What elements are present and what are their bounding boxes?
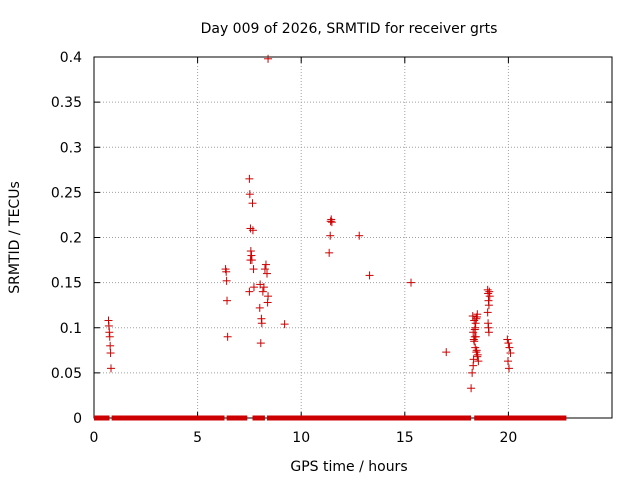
data-point — [365, 271, 374, 280]
data-points — [104, 54, 515, 393]
data-point — [483, 308, 492, 317]
x-tick-label: 10 — [292, 430, 310, 446]
data-point — [472, 346, 481, 355]
y-tick-label: 0.4 — [60, 50, 82, 66]
data-point — [249, 265, 258, 274]
x-tick-label: 20 — [499, 430, 517, 446]
grid-lines — [94, 57, 612, 418]
data-point — [503, 357, 512, 366]
data-point — [326, 217, 335, 226]
data-point — [106, 364, 115, 373]
data-point — [468, 312, 477, 321]
y-tick-label: 0 — [73, 411, 82, 427]
data-point — [471, 332, 480, 341]
y-tick-label: 0.1 — [60, 321, 82, 337]
data-point — [473, 352, 482, 361]
data-point — [442, 348, 451, 357]
data-point — [263, 269, 272, 278]
data-point — [245, 174, 254, 183]
data-point — [504, 339, 513, 348]
y-tick-label: 0.3 — [60, 140, 82, 156]
data-point — [261, 260, 270, 269]
data-point — [263, 298, 272, 307]
data-point — [325, 248, 334, 257]
data-point — [246, 247, 255, 256]
data-point — [468, 368, 477, 377]
chart-title: Day 009 of 2026, SRMTID for receiver grt… — [201, 21, 498, 37]
data-point — [473, 310, 482, 319]
data-point — [355, 231, 364, 240]
data-point — [248, 226, 257, 235]
data-point — [467, 384, 476, 393]
data-point — [470, 325, 479, 334]
y-tick-label: 0.15 — [51, 276, 82, 292]
data-point — [327, 218, 336, 227]
x-tick-label: 0 — [90, 430, 99, 446]
data-point — [484, 301, 493, 310]
data-point — [257, 314, 266, 323]
data-point — [280, 320, 289, 329]
data-point — [223, 296, 232, 305]
data-point — [248, 199, 257, 208]
x-tick-label: 15 — [396, 430, 414, 446]
data-point — [223, 332, 232, 341]
data-point — [245, 287, 254, 296]
data-point — [222, 267, 231, 276]
data-point — [245, 190, 254, 199]
data-point — [503, 335, 512, 344]
data-point — [474, 357, 483, 366]
data-point — [258, 287, 267, 296]
data-point — [326, 231, 335, 240]
data-point — [264, 54, 273, 63]
data-point — [256, 339, 265, 348]
x-tick-label: 5 — [193, 430, 202, 446]
y-axis-label: SRMTID / TECUs — [7, 181, 23, 294]
data-point — [484, 328, 493, 337]
y-tick-label: 0.25 — [51, 185, 82, 201]
x-axis-label: GPS time / hours — [290, 459, 407, 475]
data-point — [249, 283, 258, 292]
data-point — [485, 292, 494, 301]
data-point — [470, 316, 479, 325]
data-point — [106, 349, 115, 358]
y-tick-label: 0.05 — [51, 366, 82, 382]
data-point — [255, 303, 264, 312]
data-point — [246, 256, 255, 265]
data-point — [256, 280, 265, 289]
y-tick-label: 0.35 — [51, 95, 82, 111]
data-point — [106, 341, 115, 350]
data-point — [505, 364, 514, 373]
data-point — [505, 343, 514, 352]
data-point — [260, 265, 269, 274]
data-point — [105, 332, 114, 341]
data-point — [222, 276, 231, 285]
y-tick-label: 0.2 — [60, 231, 82, 247]
data-point — [407, 278, 416, 287]
data-point — [506, 349, 515, 358]
